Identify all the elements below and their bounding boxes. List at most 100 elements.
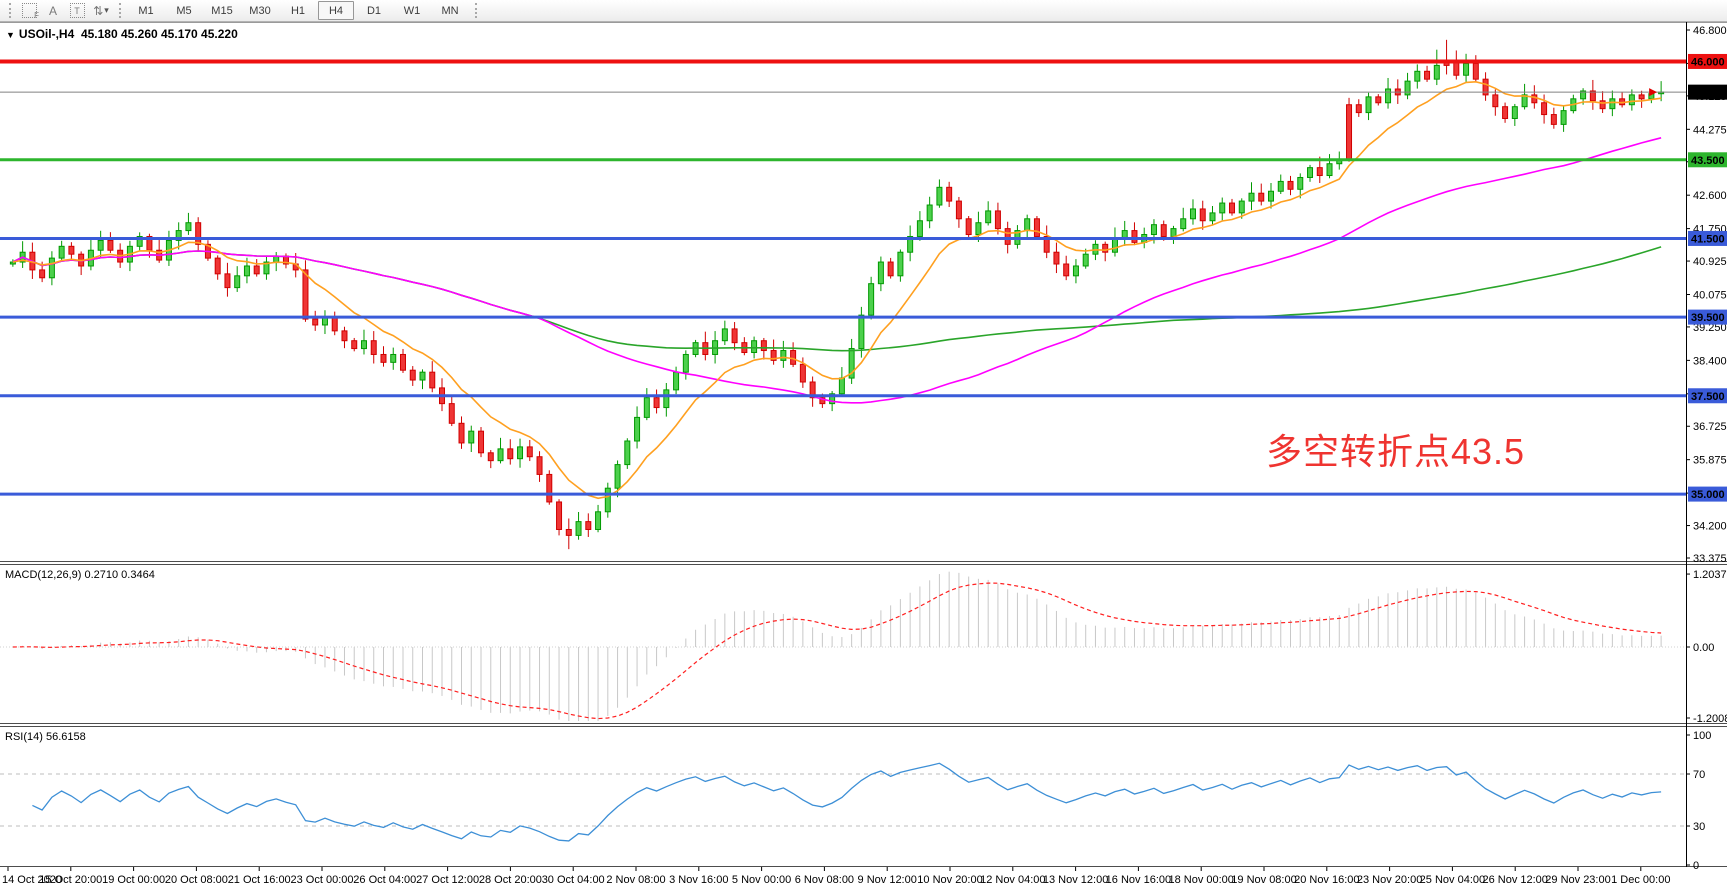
candle-body [887, 261, 894, 277]
icon-glyph: T [69, 3, 85, 18]
time-axis-label: 23 Nov 20:00 [1357, 874, 1422, 886]
rsi-indicator-label: RSI(14) 56.6158 [5, 731, 86, 743]
candle-body [721, 328, 728, 342]
timeframe-button-d1[interactable]: D1 [366, 4, 382, 17]
timeframe-button-h4[interactable]: H4 [318, 1, 354, 20]
candle-body [429, 371, 436, 389]
candle-body [9, 261, 16, 265]
timeframe-button-m1[interactable]: M1 [138, 4, 154, 17]
candle-body [195, 222, 202, 245]
dropdown-caret-icon[interactable]: ▾ [104, 5, 109, 15]
candle-body [1150, 224, 1157, 236]
candle-body [936, 186, 943, 206]
candle-body [1472, 62, 1479, 80]
candle-body [751, 340, 758, 354]
candle-body [604, 487, 611, 513]
symbol-period-label: USOil-,H4 [18, 27, 75, 41]
timeframe-button-m15[interactable]: M15 [211, 4, 233, 17]
candle-body [1170, 228, 1177, 237]
candle-body [1219, 202, 1226, 214]
candle-body [1082, 253, 1089, 267]
candle-body [1326, 163, 1333, 177]
time-axis-label: 28 Oct 20:00 [479, 874, 542, 886]
candle-body [1238, 200, 1245, 214]
annotation-text: 多空转折点43.5 [1266, 431, 1526, 472]
timeframe-button-m5[interactable]: M5 [176, 4, 192, 17]
candle-body [780, 350, 787, 361]
candle-body [399, 353, 406, 371]
macd-axis-label: 1.2037 [1693, 569, 1727, 581]
macd-pane [0, 571, 1686, 721]
candle-body [39, 269, 46, 279]
time-axis-label: 5 Nov 00:00 [732, 874, 791, 886]
current-price-badge-bg [1688, 84, 1727, 100]
time-axis-label: 30 Oct 04:00 [542, 874, 605, 886]
chart-title[interactable]: ▼ USOil-,H4 45.180 45.260 45.170 45.220 [6, 27, 238, 41]
candle-body [1560, 110, 1567, 125]
candle-body [360, 340, 367, 350]
candle-body [253, 265, 260, 275]
ma-line [12, 137, 1662, 404]
candle-body [517, 446, 524, 460]
collapse-triangle-icon[interactable]: ▼ [6, 30, 15, 40]
candle-body [1541, 102, 1548, 116]
candle-body [175, 230, 182, 241]
candle-body [497, 448, 504, 462]
candle-body [487, 452, 494, 462]
candle-body [263, 261, 270, 275]
candle-body [809, 381, 816, 399]
level-price-badge: 41.500 [1691, 233, 1725, 245]
candle-body [1287, 180, 1294, 190]
candle-body [975, 222, 982, 236]
toolbar-grip[interactable] [119, 3, 121, 18]
candle-body [1609, 98, 1616, 110]
sort-arrows-icon[interactable]: ⇅ ▾ [89, 2, 113, 20]
candle-body [331, 316, 338, 332]
candle-body [136, 235, 143, 247]
price-axis-label: 35.875 [1693, 455, 1727, 467]
candle-body [858, 314, 865, 350]
dotted-grid-f-icon[interactable]: F [17, 2, 41, 20]
candle-body [1492, 94, 1499, 108]
timeframe-button-mn[interactable]: MN [441, 4, 459, 17]
candle-body [1297, 176, 1304, 190]
candle-body [1189, 208, 1196, 220]
candle-body [565, 528, 572, 536]
level-price-badge-bg [1688, 53, 1727, 69]
candle-body [1550, 114, 1557, 125]
candle-body [1131, 230, 1138, 243]
candle-body [1043, 235, 1050, 253]
candle-body [302, 269, 309, 320]
candle-body [214, 257, 221, 275]
candle-body [663, 389, 670, 409]
letter-a-icon[interactable]: A [41, 2, 65, 20]
candle-body [507, 448, 514, 460]
candle-body [916, 220, 923, 237]
level-price-badge-bg [1688, 388, 1727, 404]
ma-line [12, 246, 1662, 352]
text-box-icon[interactable]: T [65, 2, 89, 20]
toolbar-grip[interactable] [9, 3, 11, 18]
candle-body [1365, 96, 1372, 114]
candle-body [731, 328, 738, 344]
level-price-badge: 46.000 [1691, 56, 1725, 68]
candle-body [341, 330, 348, 342]
level-price-badge: 43.500 [1691, 155, 1725, 167]
price-axis-label: 38.400 [1693, 355, 1727, 367]
toolbar-grip[interactable] [475, 3, 477, 18]
level-price-badge: 37.500 [1691, 391, 1725, 403]
candle-body [897, 251, 904, 277]
candle-body [1414, 70, 1421, 82]
timeframe-button-h1[interactable]: H1 [290, 4, 306, 17]
candle-body [965, 218, 972, 236]
price-axis-label: 39.250 [1693, 322, 1727, 334]
timeframe-button-m30[interactable]: M30 [249, 4, 271, 17]
candle-body [1482, 78, 1489, 96]
timeframe-button-w1[interactable]: W1 [403, 4, 421, 17]
time-axis-label: 20 Oct 08:00 [165, 874, 228, 886]
time-axis-label: 19 Nov 08:00 [1231, 874, 1296, 886]
candle-body [1599, 100, 1606, 110]
